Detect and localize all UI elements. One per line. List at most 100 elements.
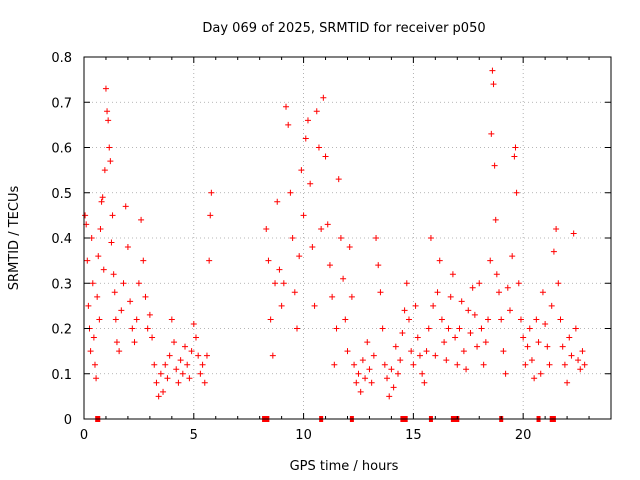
- data-point: [168, 316, 175, 323]
- data-point: [153, 379, 160, 386]
- x-axis: 0 5 10 15 20: [80, 57, 590, 443]
- data-point: [526, 325, 533, 332]
- data-point: [104, 108, 111, 115]
- data-point: [190, 320, 197, 327]
- data-point: [456, 325, 463, 332]
- data-point: [522, 361, 529, 368]
- data-point: [377, 289, 384, 296]
- data-point: [157, 370, 164, 377]
- data-point: [491, 162, 498, 169]
- data-point: [463, 366, 470, 373]
- x-tick-label: 15: [405, 428, 422, 443]
- data-point: [84, 257, 91, 264]
- data-point: [324, 221, 331, 228]
- data-point: [559, 343, 566, 350]
- data-point: [485, 316, 492, 323]
- data-point: [488, 130, 495, 137]
- data-point: [353, 379, 360, 386]
- data-point: [357, 388, 364, 395]
- data-point: [122, 203, 129, 210]
- data-point: [539, 289, 546, 296]
- data-point: [206, 257, 213, 264]
- x-tick-label: 0: [80, 428, 88, 443]
- y-tick-label: 0.6: [51, 142, 72, 157]
- data-points: [82, 67, 588, 400]
- data-point: [410, 361, 417, 368]
- data-point: [366, 366, 373, 373]
- data-point: [329, 293, 336, 300]
- data-point: [120, 280, 127, 287]
- data-point: [528, 357, 535, 364]
- data-point: [438, 316, 445, 323]
- data-point: [482, 339, 489, 346]
- data-point: [300, 212, 307, 219]
- y-axis-label: SRMTID / TECUs: [7, 186, 22, 291]
- data-point: [116, 348, 123, 355]
- y-axis: 0 0.1 0.2 0.3 0.4 0.5 0.6 0.7 0.8: [51, 51, 611, 428]
- data-point: [96, 316, 103, 323]
- data-point: [384, 375, 391, 382]
- data-point: [425, 325, 432, 332]
- data-point: [500, 348, 507, 355]
- data-point: [388, 366, 395, 373]
- y-tick-label: 0.7: [51, 96, 72, 111]
- data-point: [124, 244, 131, 251]
- data-point: [465, 307, 472, 314]
- data-point: [342, 316, 349, 323]
- data-point: [517, 316, 524, 323]
- data-point: [364, 339, 371, 346]
- data-point: [207, 212, 214, 219]
- data-point: [531, 375, 538, 382]
- data-point: [370, 352, 377, 359]
- data-point: [520, 334, 527, 341]
- data-point: [195, 352, 202, 359]
- data-point: [94, 293, 101, 300]
- data-point: [318, 225, 325, 232]
- data-point: [512, 144, 519, 151]
- data-point: [149, 334, 156, 341]
- data-point: [272, 280, 279, 287]
- data-point: [577, 366, 584, 373]
- data-point: [90, 334, 97, 341]
- data-point: [298, 167, 305, 174]
- data-point: [474, 343, 481, 350]
- data-point: [269, 352, 276, 359]
- data-point: [155, 393, 162, 400]
- data-point: [322, 153, 329, 160]
- data-point: [399, 330, 406, 337]
- data-point: [581, 361, 588, 368]
- data-point: [326, 262, 333, 269]
- data-point: [568, 352, 575, 359]
- data-point: [434, 289, 441, 296]
- data-point: [555, 280, 562, 287]
- data-point: [97, 225, 104, 232]
- data-point: [443, 357, 450, 364]
- data-point: [99, 194, 106, 201]
- data-point: [535, 339, 542, 346]
- data-point: [548, 302, 555, 309]
- data-point: [471, 311, 478, 318]
- data-point: [375, 262, 382, 269]
- data-point: [89, 280, 96, 287]
- data-point: [575, 357, 582, 364]
- data-point: [177, 357, 184, 364]
- data-point: [127, 298, 134, 305]
- data-point: [313, 108, 320, 115]
- data-point: [175, 379, 182, 386]
- data-point: [496, 289, 503, 296]
- data-point: [359, 357, 366, 364]
- data-point: [579, 348, 586, 355]
- grid: [84, 57, 611, 419]
- data-point: [414, 334, 421, 341]
- data-point: [564, 379, 571, 386]
- data-point: [263, 225, 270, 232]
- data-point: [561, 361, 568, 368]
- y-tick-label: 0.5: [51, 187, 72, 202]
- data-point: [445, 325, 452, 332]
- data-point: [87, 348, 94, 355]
- data-point: [355, 370, 362, 377]
- data-point: [131, 339, 138, 346]
- data-point: [82, 212, 89, 219]
- data-point: [408, 348, 415, 355]
- data-point: [447, 293, 454, 300]
